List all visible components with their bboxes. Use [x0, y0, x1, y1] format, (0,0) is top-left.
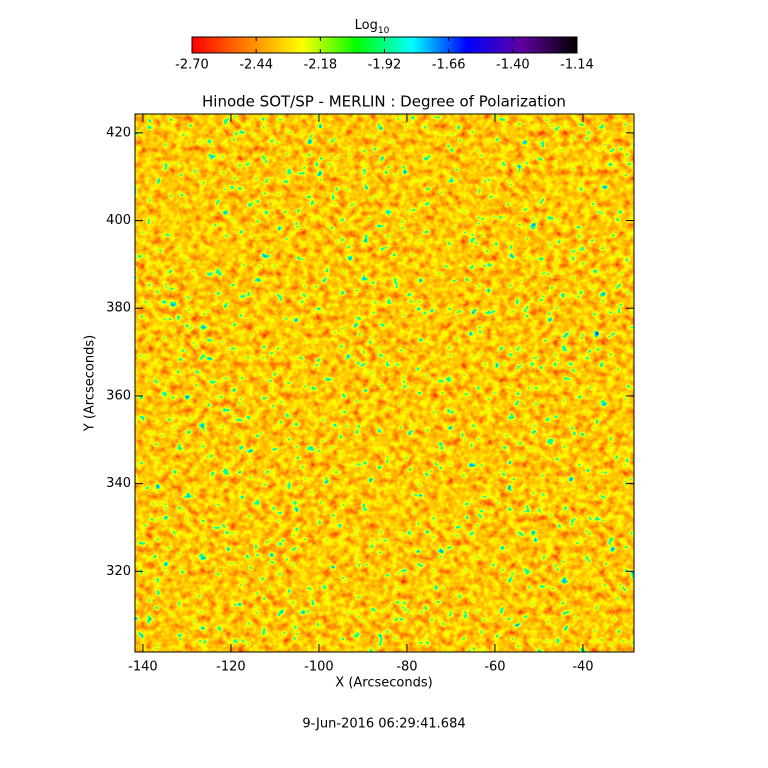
plot-frame: [134, 113, 635, 653]
image-field: [135, 114, 634, 652]
x-tick-label: -40: [572, 660, 593, 675]
x-axis-label: X (Arcseconds): [335, 676, 432, 691]
colorbar-title: Log10: [355, 18, 390, 36]
y-tick-label: 340: [106, 476, 131, 491]
y-tick-label: 420: [106, 125, 131, 140]
colorbar-tick-label: -1.40: [496, 58, 530, 73]
x-tick-label: -60: [484, 660, 505, 675]
colorbar-tick-label: -2.44: [239, 58, 273, 73]
y-tick-label: 380: [106, 301, 131, 316]
chart-title: Hinode SOT/SP - MERLIN : Degree of Polar…: [202, 93, 566, 111]
date-label: 9-Jun-2016 06:29:41.684: [302, 717, 465, 732]
colorbar-tick-label: -1.66: [432, 58, 466, 73]
colorbar-tick-label: -1.14: [560, 58, 594, 73]
colorbar-title-main: Log: [355, 18, 378, 33]
y-tick-label: 400: [106, 213, 131, 228]
x-tick-label: -120: [216, 660, 246, 675]
colorbar-tick-label: -2.18: [304, 58, 338, 73]
y-tick-label: 360: [106, 388, 131, 403]
y-axis-label: Y (Arcseconds): [83, 335, 98, 432]
colorbar-tick-label: -1.92: [368, 58, 402, 73]
colorbar-tick-label: -2.70: [175, 58, 209, 73]
x-tick-label: -140: [128, 660, 158, 675]
y-tick-label: 320: [106, 564, 131, 579]
x-tick-label: -80: [396, 660, 417, 675]
x-tick-label: -100: [304, 660, 334, 675]
colorbar-title-subscript: 10: [378, 26, 390, 36]
